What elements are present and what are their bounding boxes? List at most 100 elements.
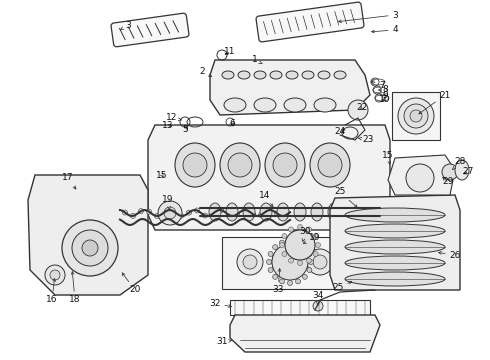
Circle shape <box>268 267 273 273</box>
Circle shape <box>297 261 302 266</box>
Circle shape <box>187 210 192 215</box>
Ellipse shape <box>265 143 305 187</box>
Circle shape <box>130 213 136 219</box>
Text: 14: 14 <box>259 190 273 207</box>
Circle shape <box>235 212 240 217</box>
Circle shape <box>313 255 327 269</box>
Ellipse shape <box>334 71 346 79</box>
Circle shape <box>164 207 176 219</box>
Ellipse shape <box>311 203 323 221</box>
Text: 25: 25 <box>334 188 357 208</box>
Polygon shape <box>330 195 460 290</box>
Circle shape <box>307 267 312 273</box>
Ellipse shape <box>222 71 234 79</box>
Circle shape <box>307 227 312 232</box>
Circle shape <box>302 245 307 249</box>
Bar <box>230 300 370 315</box>
FancyBboxPatch shape <box>256 2 364 42</box>
Text: 16: 16 <box>46 279 58 305</box>
Ellipse shape <box>226 203 238 221</box>
Circle shape <box>307 249 333 275</box>
Circle shape <box>158 201 182 225</box>
Circle shape <box>442 164 458 180</box>
Text: 30: 30 <box>299 228 311 242</box>
Circle shape <box>398 98 434 134</box>
Circle shape <box>147 209 151 214</box>
Ellipse shape <box>277 203 289 221</box>
Text: 29: 29 <box>442 177 454 186</box>
Text: 21: 21 <box>419 90 451 114</box>
Ellipse shape <box>345 203 357 221</box>
Circle shape <box>313 234 318 238</box>
Circle shape <box>228 153 252 177</box>
Circle shape <box>183 153 207 177</box>
Ellipse shape <box>345 240 445 254</box>
Circle shape <box>267 208 271 213</box>
Polygon shape <box>230 315 380 352</box>
Circle shape <box>195 208 199 213</box>
Ellipse shape <box>254 98 276 112</box>
Text: 27: 27 <box>462 167 474 176</box>
Text: 19: 19 <box>303 234 321 244</box>
Polygon shape <box>28 175 148 295</box>
Text: 19: 19 <box>162 195 174 210</box>
Text: 4: 4 <box>371 26 398 35</box>
Circle shape <box>178 213 183 219</box>
Circle shape <box>313 252 318 256</box>
Circle shape <box>259 212 264 217</box>
Circle shape <box>295 240 300 245</box>
Circle shape <box>279 279 285 284</box>
Text: 23: 23 <box>358 135 374 144</box>
Text: 15: 15 <box>156 171 168 180</box>
Ellipse shape <box>238 71 250 79</box>
Ellipse shape <box>310 143 350 187</box>
Circle shape <box>62 220 118 276</box>
Text: 25: 25 <box>332 282 352 292</box>
Ellipse shape <box>345 224 445 238</box>
Circle shape <box>202 213 207 218</box>
FancyBboxPatch shape <box>111 13 189 47</box>
Circle shape <box>279 243 285 248</box>
Text: 12: 12 <box>166 113 182 122</box>
Text: 18: 18 <box>69 271 81 305</box>
Text: 11: 11 <box>224 48 236 57</box>
Circle shape <box>272 274 278 279</box>
Circle shape <box>283 213 288 218</box>
Circle shape <box>288 238 293 243</box>
Circle shape <box>272 244 308 280</box>
Circle shape <box>272 245 278 249</box>
Ellipse shape <box>220 143 260 187</box>
Bar <box>222 237 360 289</box>
Circle shape <box>289 227 294 232</box>
Ellipse shape <box>345 208 445 222</box>
Circle shape <box>272 249 298 275</box>
Circle shape <box>45 265 65 285</box>
Circle shape <box>268 252 273 256</box>
Ellipse shape <box>175 143 215 187</box>
Text: 10: 10 <box>379 95 391 104</box>
Text: 8: 8 <box>379 85 388 94</box>
Circle shape <box>243 207 247 212</box>
Text: 28: 28 <box>452 158 466 170</box>
Bar <box>392 92 440 140</box>
Circle shape <box>274 211 279 216</box>
Circle shape <box>309 260 314 265</box>
Ellipse shape <box>345 256 445 270</box>
Ellipse shape <box>224 98 246 112</box>
Circle shape <box>50 270 60 280</box>
Circle shape <box>285 230 315 260</box>
Text: 9: 9 <box>382 90 388 99</box>
Ellipse shape <box>243 203 255 221</box>
Text: 5: 5 <box>182 126 188 135</box>
Circle shape <box>295 279 300 284</box>
Ellipse shape <box>362 203 374 221</box>
Circle shape <box>122 210 127 215</box>
Circle shape <box>282 252 287 256</box>
Ellipse shape <box>345 272 445 286</box>
Circle shape <box>307 252 312 256</box>
Text: 7: 7 <box>371 81 385 90</box>
Ellipse shape <box>284 98 306 112</box>
Text: 3: 3 <box>121 21 131 30</box>
Text: 3: 3 <box>339 10 398 23</box>
Circle shape <box>297 225 302 230</box>
